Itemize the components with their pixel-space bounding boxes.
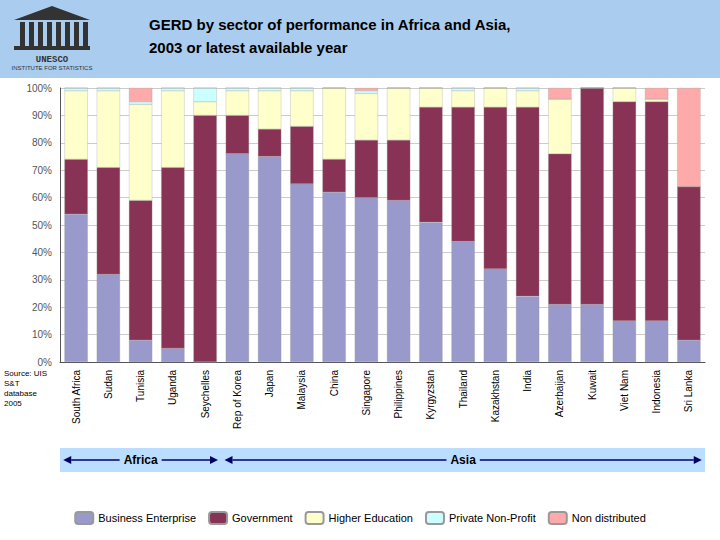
svg-text:10%: 10% [32,329,52,340]
svg-text:Kuwait: Kuwait [587,370,598,400]
svg-text:Indonesia: Indonesia [651,370,662,414]
svg-text:Higher Education: Higher Education [329,512,413,524]
svg-text:S&T: S&T [4,379,20,388]
svg-text:UNESCO: UNESCO [36,55,69,65]
svg-text:China: China [329,370,340,397]
svg-text:Non distributed: Non distributed [572,512,646,524]
svg-text:20%: 20% [32,302,52,313]
svg-text:90%: 90% [32,110,52,121]
svg-text:Seychelles: Seychelles [200,370,211,418]
svg-text:Azerbaijan: Azerbaijan [554,370,565,417]
svg-text:Africa: Africa [124,453,158,467]
svg-text:Philippines: Philippines [393,370,404,418]
svg-text:30%: 30% [32,274,52,285]
svg-text:Kazakhstan: Kazakhstan [490,370,501,422]
svg-text:100%: 100% [26,83,52,94]
svg-text:Kyrgyzstan: Kyrgyzstan [425,370,436,419]
svg-text:South Africa: South Africa [71,370,82,424]
svg-text:Asia: Asia [450,453,476,467]
svg-text:Malaysia: Malaysia [296,370,307,410]
svg-text:GERD by sector of performance: GERD by sector of performance in Africa … [149,16,510,33]
svg-text:Government: Government [232,512,293,524]
svg-text:India: India [522,370,533,392]
svg-text:Thailand: Thailand [458,370,469,408]
svg-text:2005: 2005 [4,399,22,408]
svg-text:Viet Nam: Viet Nam [619,370,630,411]
svg-text:Singapore: Singapore [361,370,372,416]
svg-text:Japan: Japan [264,370,275,397]
svg-text:database: database [4,389,37,398]
svg-text:0%: 0% [38,357,53,368]
svg-text:Tunisia: Tunisia [135,370,146,402]
svg-text:80%: 80% [32,137,52,148]
svg-text:INSTITUTE FOR STATISTICS: INSTITUTE FOR STATISTICS [12,65,93,71]
svg-text:40%: 40% [32,247,52,258]
svg-text:Uganda: Uganda [167,370,178,405]
svg-text:Sri Lanka: Sri Lanka [683,370,694,413]
svg-text:70%: 70% [32,165,52,176]
svg-text:60%: 60% [32,192,52,203]
svg-text:Rep of Korea: Rep of Korea [232,370,243,429]
svg-text:Sudan: Sudan [103,370,114,399]
svg-text:50%: 50% [32,220,52,231]
svg-text:2003 or latest available year: 2003 or latest available year [149,39,348,56]
svg-text:Source: UIS: Source: UIS [4,369,47,378]
svg-text:Business Enterprise: Business Enterprise [98,512,196,524]
svg-text:Private Non-Profit: Private Non-Profit [449,512,536,524]
